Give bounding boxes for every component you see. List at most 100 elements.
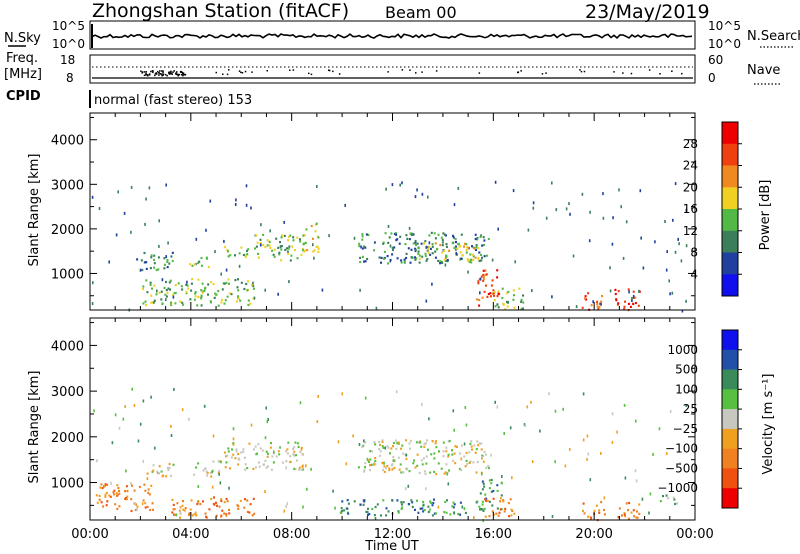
echo-cell [417,511,420,514]
echo-cell [376,503,379,506]
nave-dot [146,74,148,76]
echo-cell [208,508,211,511]
echo-cell [207,265,210,269]
echo-cell [201,291,204,294]
echo-cell [189,512,192,515]
noise-cell [114,413,117,417]
nave-dot [659,73,661,75]
noise-cell [467,270,469,274]
echo-cell [199,503,202,506]
noise-cell [228,486,230,490]
echo-cell [197,295,200,299]
noise-cell [345,462,348,466]
echo-cell [212,502,215,506]
nave-dot [310,73,313,76]
echo-cell [484,269,487,272]
echo-cell [191,278,194,281]
echo-cell [442,450,445,453]
noise-cell [416,188,418,192]
x-tick-label: 00:00 [71,527,108,542]
echo-cell [459,251,462,254]
echo-cell [166,466,169,469]
echo-cell [223,512,226,515]
echo-cell [481,256,483,259]
echo-cell [380,514,382,517]
noise-cell [130,482,132,485]
echo-cell [469,442,472,445]
echo-cell [286,247,288,250]
noise-cell [279,245,282,249]
echo-cell [157,256,160,259]
nave-dot [141,72,143,74]
echo-cell [249,503,252,506]
echo-cell [378,448,381,451]
echo-cell [167,468,170,472]
echo-cell [421,255,424,258]
echo-cell [632,509,635,512]
echo-cell [266,465,269,468]
echo-cell [409,447,411,450]
echo-cell [165,475,168,478]
echo-cell [147,488,150,491]
echo-cell [492,292,495,295]
echo-cell [373,463,375,466]
noise-cell [285,466,287,470]
echo-cell [353,500,356,503]
echo-cell [475,471,478,474]
echo-cell [414,247,417,250]
echo-cell [212,460,215,463]
nave-dot [151,70,154,72]
echo-cell [236,504,239,507]
echo-cell [298,466,301,469]
nave-dot [184,74,186,76]
noise-cell [115,233,118,237]
echo-cell [485,254,488,257]
echo-cell [246,249,248,252]
echo-cell [477,280,480,283]
echo-cell [257,461,260,464]
echo-cell [385,467,388,470]
panel-frame [89,112,696,311]
echo-cell [632,290,635,293]
echo-cell [490,482,493,485]
noise-cell [313,256,315,260]
echo-cell [429,253,432,256]
echo-cell [426,439,428,442]
echo-cell [496,303,499,306]
echo-cell [478,298,481,302]
noise-cell [223,239,225,243]
echo-cell [425,259,428,262]
nave-dot [478,72,481,74]
echo-cell [229,467,231,470]
echo-cell [168,466,171,469]
nave-dot [180,74,183,76]
echo-cell [236,300,238,303]
echo-cell [182,508,185,511]
echo-cell [461,254,464,257]
noise-cell [170,434,173,437]
echo-cell [454,248,457,251]
echo-cell [193,263,196,266]
echo-cell [116,484,119,487]
nave-dot [159,73,162,75]
echo-cell [482,236,485,239]
colorbar-tick-label: −100 [665,442,698,456]
echo-cell [431,245,434,248]
echo-cell [387,241,390,244]
echo-cell [361,235,364,238]
date-label: 23/May/2019 [585,1,710,23]
echo-cell [373,241,376,244]
echo-cell [237,297,240,300]
echo-cell [302,468,305,471]
noise-cell [225,268,228,272]
echo-cell [397,510,400,513]
echo-cell [587,515,590,518]
noise-cell [264,436,267,440]
echo-cell [379,450,382,453]
echo-cell [499,497,502,500]
echo-cell [214,292,217,295]
echo-cell [420,242,423,245]
echo-cell [278,253,281,256]
noise-cell [401,181,403,185]
noise-cell [245,184,248,188]
